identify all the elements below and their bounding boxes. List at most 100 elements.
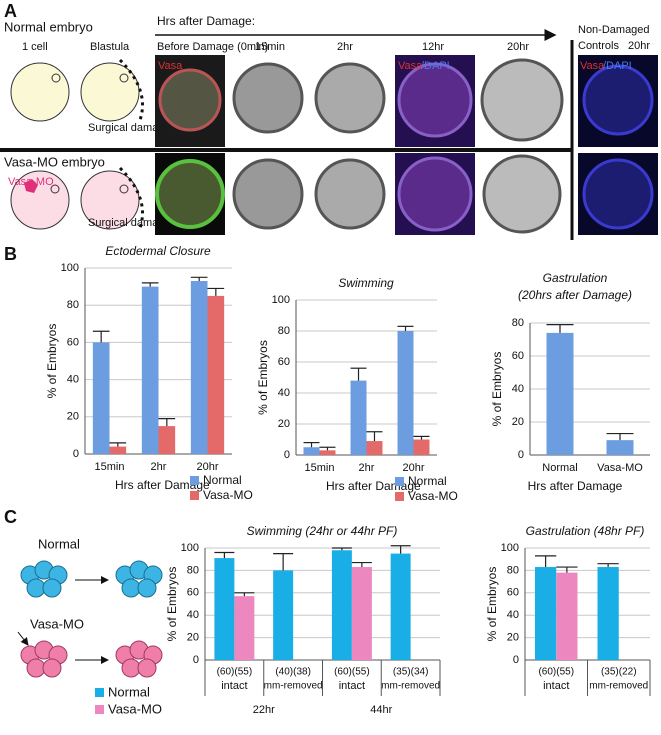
group-label: 22hr — [253, 704, 275, 716]
bar — [597, 567, 619, 660]
bar — [190, 281, 208, 454]
chart-title: Swimming — [338, 276, 394, 290]
y-tick-label: 0 — [193, 654, 199, 666]
bar — [214, 558, 235, 660]
stain-label: Vasa — [158, 60, 183, 72]
stain-label: Vasa — [580, 60, 605, 72]
legend-label: Vasa-MO — [108, 701, 162, 716]
bar — [273, 570, 294, 660]
y-tick-label: 60 — [278, 356, 290, 368]
chart-title: Ectodermal Closure — [105, 244, 211, 258]
chart-subtitle: (20hrs after Damage) — [518, 288, 632, 302]
y-tick-label: 40 — [507, 609, 519, 621]
x-tick-label: Vasa-MO — [597, 462, 643, 474]
x-tick-label: 20hr — [402, 462, 424, 474]
x-tick-label: Normal — [542, 462, 577, 474]
chart-title: Swimming (24hr or 44hr PF) — [247, 524, 398, 538]
y-tick-label: 100 — [501, 542, 519, 554]
bar — [546, 332, 574, 455]
panel-label: A — [4, 1, 17, 21]
y-tick-label: 60 — [507, 587, 519, 599]
stain-label: /DAPI — [603, 60, 632, 72]
bar — [109, 446, 127, 454]
x-axis-title: Hrs after Damage — [528, 479, 623, 493]
schematics — [10, 58, 144, 230]
y-tick-label: 20 — [67, 411, 79, 423]
bar — [366, 441, 383, 455]
legend-label: Normal — [408, 474, 447, 488]
bar — [234, 596, 255, 660]
x-tick-label: intact — [543, 680, 569, 692]
y-tick-label: 80 — [67, 299, 79, 311]
stage: 1 cell — [22, 41, 48, 53]
bar — [207, 295, 225, 454]
legend-swatch — [95, 705, 104, 714]
x-tick-label: 15min — [305, 462, 335, 474]
row-title: Vasa-MO embryo — [4, 154, 105, 169]
x-tick-label: intact — [339, 680, 365, 692]
bar — [141, 286, 159, 454]
y-tick-label: 0 — [513, 654, 519, 666]
y-tick-label: 80 — [278, 325, 290, 337]
bar — [319, 450, 336, 455]
controls: Controls — [578, 40, 619, 52]
y-tick-label: 100 — [272, 294, 290, 306]
y-tick-label: 80 — [512, 317, 524, 329]
y-axis-title: % of Embryos — [485, 567, 499, 642]
row-title: Normal embryo — [4, 19, 93, 34]
count-label: (35)(22) — [601, 667, 637, 678]
column: Before Damage (0min) — [157, 41, 268, 53]
column: 2hr — [337, 41, 353, 53]
x-axis-title: Hrs after Damage — [115, 478, 210, 492]
legend-label: Vasa-MO — [408, 489, 458, 503]
legend-swatch — [95, 688, 104, 697]
bar — [303, 447, 320, 455]
y-axis-title: % of Embryos — [45, 324, 59, 399]
legend-label: Normal — [203, 473, 242, 487]
x-tick-label: intact — [221, 680, 247, 692]
micrographs — [155, 55, 658, 235]
legend-swatch — [395, 477, 404, 486]
count-label: (60)(55) — [334, 667, 370, 678]
y-tick-label: 40 — [187, 609, 199, 621]
legend-label: Vasa-MO — [203, 488, 253, 502]
y-tick-label: 100 — [61, 262, 79, 274]
legend-swatch — [190, 476, 199, 485]
group-label: 44hr — [370, 704, 392, 716]
damage-label: Surgical damage — [88, 217, 171, 229]
bar — [92, 342, 110, 454]
stain-label: /DAPI — [421, 60, 450, 72]
damage-label: Surgical damage — [88, 122, 171, 134]
bar — [331, 550, 352, 660]
y-tick-label: 40 — [278, 387, 290, 399]
legend-label: Normal — [108, 684, 150, 699]
embryo-drawings — [17, 560, 163, 678]
y-tick-label: 80 — [507, 564, 519, 576]
x-axis-title: Hrs after Damage — [326, 479, 421, 493]
embryo-label: Vasa-MO — [30, 616, 84, 631]
bar — [535, 567, 557, 660]
y-tick-label: 60 — [67, 336, 79, 348]
chart-title: Gastrulation (48hr PF) — [526, 524, 645, 538]
y-tick-label: 20 — [278, 418, 290, 430]
controls: Non-Damaged — [578, 24, 650, 36]
timeline: Hrs after Damage: — [157, 14, 255, 28]
bar — [556, 572, 578, 660]
count-label: (40)(38) — [275, 667, 311, 678]
y-tick-label: 20 — [507, 632, 519, 644]
bar — [351, 567, 372, 660]
y-tick-label: 40 — [512, 383, 524, 395]
column: 15min — [255, 41, 285, 53]
chart-title: Gastrulation — [543, 271, 608, 285]
legend-swatch — [190, 491, 199, 500]
x-tick-label: mm-removed — [264, 681, 323, 692]
y-tick-label: 0 — [518, 449, 524, 461]
count-label: (60)(55) — [217, 667, 253, 678]
count-label: (35)(34) — [393, 667, 429, 678]
panel-label: C — [4, 507, 17, 527]
x-tick-label: 2hr — [151, 461, 167, 473]
y-axis-title: % of Embryos — [256, 340, 270, 415]
y-tick-label: 20 — [187, 632, 199, 644]
column: 12hr — [422, 41, 444, 53]
